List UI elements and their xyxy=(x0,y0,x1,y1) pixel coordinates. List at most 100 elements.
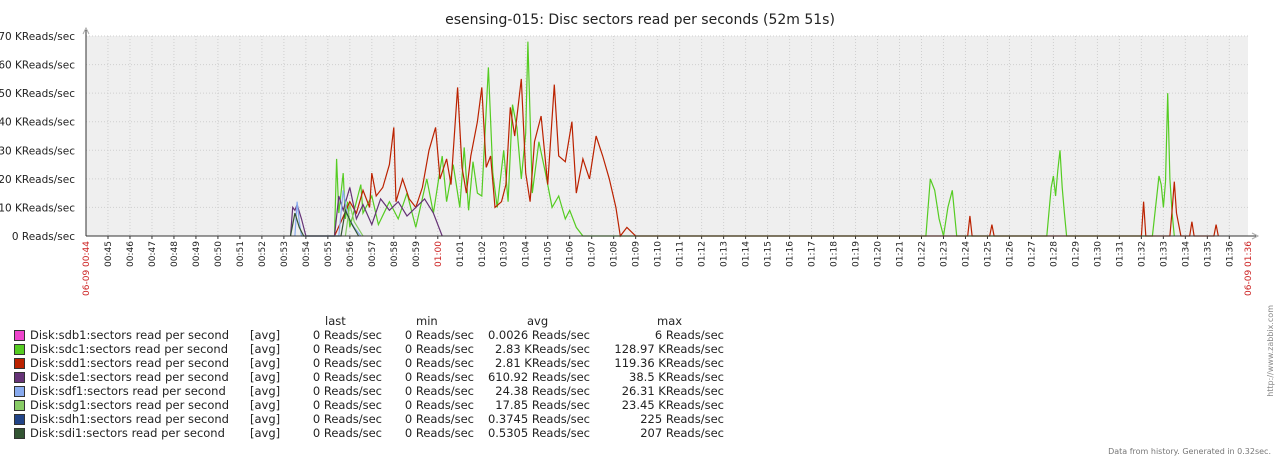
y-tick-label: 30 KReads/sec xyxy=(0,145,75,157)
x-tick-label: 00:53 xyxy=(280,241,290,267)
legend-item-last: 0 Reads/sec xyxy=(312,328,382,342)
x-tick-label: 01:09 xyxy=(632,241,642,267)
legend-header-max: max xyxy=(657,314,683,328)
x-tick-label: 00:54 xyxy=(302,241,312,267)
x-tick-labels: 00:45 00:46 00:47 00:48 00:49 00:50 00:51 00:52… xyxy=(82,241,1254,296)
legend-item-last: 0 Reads/sec xyxy=(312,412,382,426)
x-tick-label: 01:34 xyxy=(1181,241,1191,267)
y-tick-labels: 0 Reads/sec 10 KReads/sec 20 KReads/sec 30 … xyxy=(0,31,75,243)
x-tick-label: 00:59 xyxy=(412,241,422,267)
legend-item-avg: 2.83 KReads/sec xyxy=(495,342,590,356)
x-tick-label: 01:33 xyxy=(1159,241,1169,267)
grid-lines xyxy=(86,35,1248,239)
legend-item-min: 0 Reads/sec xyxy=(404,328,474,342)
legend-item-fn: [avg] xyxy=(250,426,281,440)
legend-item-min: 0 Reads/sec xyxy=(404,398,474,412)
x-tick-label: 01:20 xyxy=(874,241,884,267)
x-tick-label: 01:02 xyxy=(478,241,488,267)
x-tick-label: 01:03 xyxy=(500,241,510,267)
x-tick-label: 01:00 xyxy=(434,241,444,267)
x-tick-label: 01:04 xyxy=(522,241,532,267)
x-tick-label: 01:13 xyxy=(720,241,730,267)
legend-item-name: Disk:sde1:sectors read per second xyxy=(30,370,229,384)
legend-item-last: 0 Reads/sec xyxy=(312,426,382,440)
legend-item-avg: 2.81 KReads/sec xyxy=(495,356,590,370)
legend-item-fn: [avg] xyxy=(250,398,281,412)
x-tick-label: 01:28 xyxy=(1049,241,1059,267)
y-tick-label: 20 KReads/sec xyxy=(0,174,75,186)
y-tick-label: 50 KReads/sec xyxy=(0,88,75,100)
y-tick-label: 40 KReads/sec xyxy=(0,117,75,129)
x-tick-label: 01:18 xyxy=(830,241,840,267)
legend-item-max: 119.36 KReads/sec xyxy=(614,356,724,370)
legend-item-avg: 0.0026 Reads/sec xyxy=(487,328,590,342)
legend-item-avg: 0.3745 Reads/sec xyxy=(487,412,590,426)
x-tick-label: 00:56 xyxy=(346,241,356,267)
legend-swatch xyxy=(14,386,25,397)
x-tick-label: 01:24 xyxy=(961,241,971,267)
legend-item-name: Disk:sdb1:sectors read per second xyxy=(30,328,229,342)
legend-item-fn: [avg] xyxy=(250,412,281,426)
x-tick-label: 01:21 xyxy=(896,241,906,267)
legend-item-name: Disk:sdg1:sectors read per second xyxy=(30,398,229,412)
x-tick-label: 01:16 xyxy=(786,241,796,267)
x-tick-label: 01:25 xyxy=(983,241,993,267)
legend-item-min: 0 Reads/sec xyxy=(404,426,474,440)
x-tick-label: 01:01 xyxy=(456,241,466,267)
legend-item-avg: 610.92 Reads/sec xyxy=(487,370,590,384)
legend-header-avg: avg xyxy=(527,314,549,328)
x-tick-label: 00:45 xyxy=(104,241,114,267)
legend-swatch xyxy=(14,372,25,383)
y-tick-label: 10 KReads/sec xyxy=(0,202,75,214)
graph-canvas: esensing-015: Disc sectors read per seco… xyxy=(0,12,1260,296)
x-tick-label: 01:36 xyxy=(1225,241,1235,267)
footer-text: Data from history. Generated in 0.32sec. xyxy=(1108,447,1271,456)
x-tick-label: 00:48 xyxy=(170,241,180,267)
x-tick-label: 00:57 xyxy=(368,241,378,267)
legend-item-name: Disk:sdc1:sectors read per second xyxy=(30,342,229,356)
x-tick-label: 01:17 xyxy=(808,241,818,267)
legend-item-last: 0 Reads/sec xyxy=(312,342,382,356)
legend-item-max: 26.31 KReads/sec xyxy=(621,384,724,398)
y-tick-label: 0 Reads/sec xyxy=(12,231,75,243)
legend-item-name: Disk:sdh1:sectors read per second xyxy=(30,412,229,426)
legend-item-fn: [avg] xyxy=(250,356,281,370)
x-tick-label: 01:12 xyxy=(698,241,708,267)
x-tick-label: 01:19 xyxy=(852,241,862,267)
legend-item-min: 0 Reads/sec xyxy=(404,356,474,370)
legend-item-name: Disk:sdi1:sectors read per second xyxy=(30,426,225,440)
x-tick-label: 01:35 xyxy=(1203,241,1213,267)
x-end-label: 06-09 01:36 xyxy=(1244,241,1254,296)
legend-item-name: Disk:sdd1:sectors read per second xyxy=(30,356,229,370)
legend-item-last: 0 Reads/sec xyxy=(312,356,382,370)
x-tick-label: 00:46 xyxy=(126,241,136,267)
legend-swatch xyxy=(14,428,25,439)
x-tick-label: 00:55 xyxy=(324,241,334,267)
legend-item-fn: [avg] xyxy=(250,370,281,384)
x-tick-label: 01:08 xyxy=(610,241,620,267)
legend-item-min: 0 Reads/sec xyxy=(404,342,474,356)
y-axis-arrow xyxy=(82,26,90,35)
x-tick-label: 01:06 xyxy=(566,241,576,267)
x-tick-label: 01:26 xyxy=(1005,241,1015,267)
series-line xyxy=(344,204,364,237)
chart-title: esensing-015: Disc sectors read per seco… xyxy=(445,12,835,28)
legend-item-max: 23.45 KReads/sec xyxy=(621,398,724,412)
x-tick-label: 01:27 xyxy=(1027,241,1037,267)
y-tick-label: 60 KReads/sec xyxy=(0,60,75,72)
series-line xyxy=(333,78,1219,238)
x-tick-label: 00:52 xyxy=(258,241,268,267)
legend-item-last: 0 Reads/sec xyxy=(312,398,382,412)
legend-swatch xyxy=(14,330,25,341)
zabbix-url[interactable]: http://www.zabbix.com xyxy=(1266,305,1275,397)
legend-header-last: last xyxy=(325,314,346,328)
axes xyxy=(82,26,1260,240)
x-tick-label: 00:47 xyxy=(148,241,158,267)
legend-item-min: 0 Reads/sec xyxy=(404,384,474,398)
x-tick-label: 01:05 xyxy=(544,241,554,267)
x-tick-label: 01:10 xyxy=(654,241,664,267)
legend-item-max: 38.5 KReads/sec xyxy=(629,370,724,384)
x-tick-label: 01:11 xyxy=(676,241,686,267)
x-tick-label: 01:29 xyxy=(1071,241,1081,267)
x-axis-arrow xyxy=(1251,232,1260,240)
